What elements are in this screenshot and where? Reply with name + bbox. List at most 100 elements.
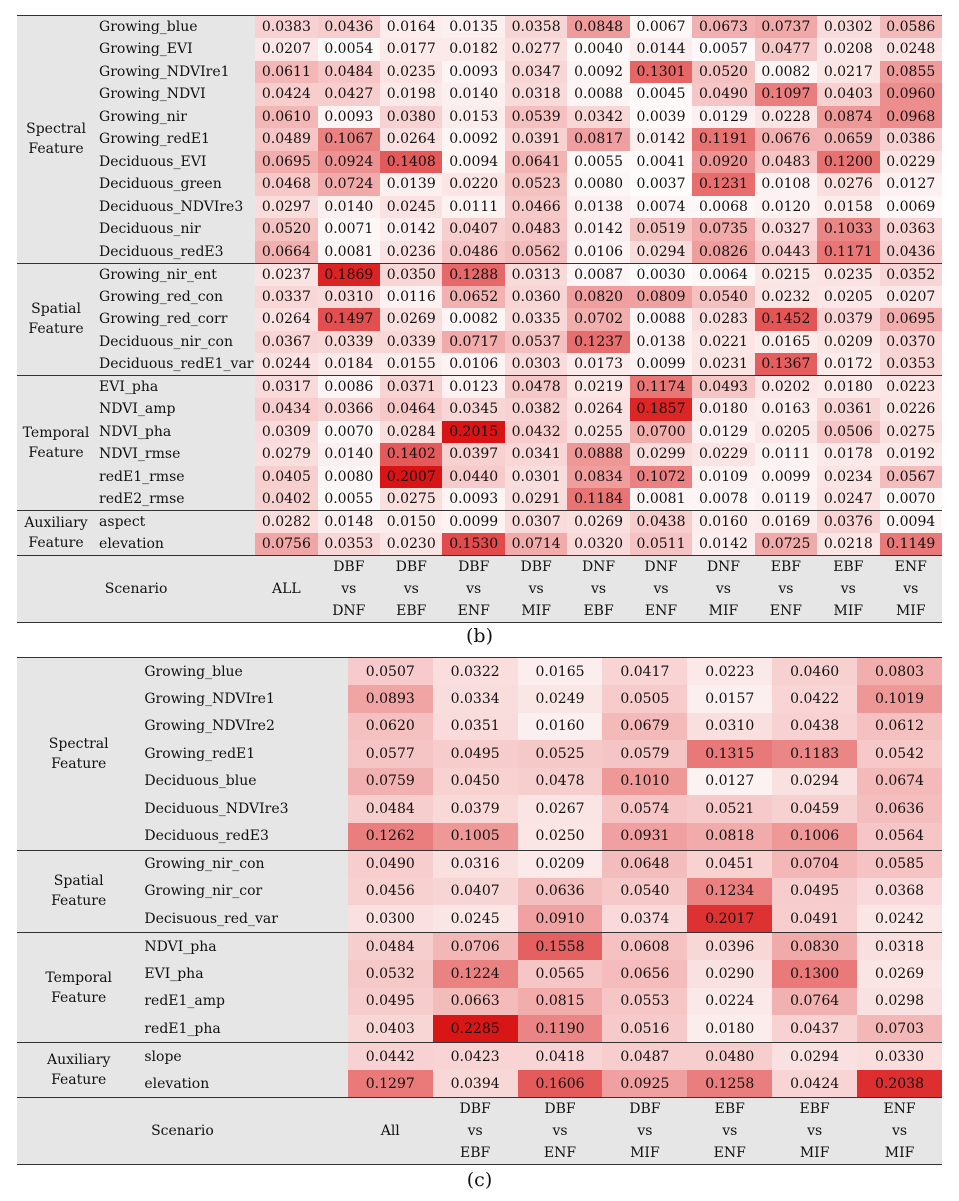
heatmap-cell: 0.0495: [772, 877, 858, 905]
heatmap-cell: 0.0127: [687, 767, 773, 795]
heatmap-cell: 0.0418: [517, 1042, 603, 1070]
heatmap-cell: 0.0081: [317, 240, 381, 263]
table-row: Growing_nir_cor 0.0456 0.0407 0.0636 0.0540 0…: [17, 877, 942, 905]
heatmap-cell: 0.0342: [567, 105, 630, 128]
heatmap-cell: 0.0310: [317, 285, 381, 308]
heatmap-cell: 0.0436: [879, 240, 942, 263]
heatmap-cell: 0.0155: [380, 353, 443, 376]
heatmap-cell: 0.1171: [817, 240, 880, 263]
feature-label: Deciduous_EVI: [95, 150, 256, 173]
heatmap-cell: 0.2015: [442, 420, 505, 443]
heatmap-cell: 0.0423: [432, 1042, 518, 1070]
heatmap-cell: 0.0438: [772, 712, 858, 740]
heatmap-cell: 0.0456: [347, 877, 433, 905]
heatmap-cell: 0.0080: [317, 465, 381, 488]
heatmap-cell: 0.0577: [347, 740, 433, 768]
heatmap-cell: 0.0830: [772, 932, 858, 960]
heatmap-cell: 0.0180: [817, 375, 880, 398]
heatmap-cell: 0.0078: [692, 488, 755, 511]
heatmap-cell: 0.0106: [567, 240, 630, 263]
heatmap-cell: 0.0491: [772, 905, 858, 933]
heatmap-cell: 0.0432: [504, 420, 568, 443]
scenario-word: DBF: [459, 1101, 491, 1117]
heatmap-table-c: Spectral Feature Growing_blue 0.0507 0.0322 0…: [17, 657, 942, 1165]
heatmap-cell: 0.0520: [255, 218, 318, 241]
heatmap-cell: 0.0893: [347, 685, 433, 713]
heatmap-cell: 0.0092: [442, 128, 505, 151]
heatmap-cell: 0.0219: [567, 375, 630, 398]
heatmap-cell: 0.1869: [317, 262, 381, 286]
heatmap-cell: 0.1530: [442, 533, 505, 556]
heatmap-cell: 0.0483: [754, 150, 818, 173]
heatmap-cell: 0.0215: [754, 262, 818, 286]
table-row: Deciduous_NDVIre3 0.0297 0.0140 0.0245 0.011…: [17, 195, 942, 218]
scenario-word: EBF: [460, 1145, 491, 1161]
table-row: EVI_pha 0.0532 0.1224 0.0565 0.0656 0.0290 0.1…: [17, 960, 942, 988]
heatmap-cell: 0.0663: [432, 987, 518, 1015]
table-row: elevation 0.1297 0.0394 0.1606 0.0925 0.1258 0…: [17, 1070, 942, 1098]
scenario-word: ENF: [543, 1145, 577, 1161]
heatmap-cell: 0.0442: [347, 1042, 433, 1070]
scenario-word: vs: [903, 581, 919, 597]
heatmap-cell: 0.0438: [629, 510, 693, 533]
heatmap-cell: 0.0437: [772, 1015, 858, 1043]
heatmap-cell: 0.0232: [754, 285, 818, 308]
heatmap-cell: 0.0636: [857, 795, 942, 823]
heatmap-cell: 0.0142: [567, 218, 630, 241]
heatmap-cell: 0.0172: [817, 353, 880, 376]
heatmap-cell: 0.0521: [687, 795, 773, 823]
heatmap-cell: 0.0424: [255, 83, 318, 106]
heatmap-cell: 0.0339: [317, 330, 381, 353]
heatmap-cell: 0.0184: [317, 353, 381, 376]
heatmap-cell: 0.0165: [517, 657, 603, 685]
scenario-word: DNF: [644, 559, 678, 575]
heatmap-cell: 0.0815: [517, 987, 603, 1015]
group-label-word: Spectral: [48, 735, 109, 752]
caption-paren: ): [484, 1169, 493, 1191]
heatmap-cell: 0.1315: [687, 740, 773, 768]
heatmap-cell: 0.0756: [255, 533, 318, 556]
table-row: Growing_NDVIre2 0.0620 0.0351 0.0160 0.0679 0…: [17, 712, 942, 740]
heatmap-grid: Spectral Feature Growing_blue 0.0507 0.0322 0…: [17, 657, 942, 1165]
heatmap-cell: 0.0294: [629, 240, 693, 263]
scenario-word: DBF: [520, 559, 552, 575]
heatmap-cell: 0.0477: [754, 38, 818, 61]
heatmap-cell: 0.0714: [504, 533, 568, 556]
panel-caption-b: (b): [0, 624, 959, 648]
scenario-header: DNF vs ENF: [629, 555, 693, 623]
heatmap-cell: 0.0180: [687, 1015, 773, 1043]
table-row: Spectral Feature Growing_blue 0.0507 0.0322 0…: [17, 657, 942, 850]
heatmap-cell: 0.0142: [692, 533, 755, 556]
heatmap-cell: 0.0874: [817, 105, 880, 128]
heatmap-cell: 0.0229: [879, 150, 942, 173]
heatmap-cell: 0.0920: [692, 150, 755, 173]
heatmap-cell: 0.0248: [879, 38, 942, 61]
scenario-word: EBF: [770, 559, 801, 575]
scenario-header: DBF vs MIF: [504, 555, 568, 623]
scenario-header: DBF vs ENF: [442, 555, 505, 623]
heatmap-cell: 0.0422: [772, 685, 858, 713]
heatmap-cell: 0.1297: [347, 1070, 433, 1098]
heatmap-cell: 0.1184: [567, 488, 630, 511]
heatmap-cell: 0.0205: [754, 420, 818, 443]
feature-label: redE1_amp: [140, 987, 348, 1015]
scenario-word: vs: [778, 581, 794, 597]
scenario-word: MIF: [895, 603, 926, 619]
feature-label: Growing_nir: [95, 105, 256, 128]
scenario-word: DBF: [544, 1101, 576, 1117]
heatmap-cell: 0.0366: [317, 398, 381, 421]
heatmap-cell: 0.0226: [879, 398, 942, 421]
heatmap-cell: 0.0737: [754, 15, 818, 38]
scenario-word: MIF: [884, 1145, 915, 1161]
heatmap-cell: 0.0236: [380, 240, 443, 263]
heatmap-cell: 0.0094: [442, 150, 505, 173]
heatmap-cell: 0.0298: [857, 987, 942, 1015]
feature-label: Deciduous_redE3: [95, 240, 256, 263]
heatmap-cell: 0.0925: [602, 1070, 688, 1098]
heatmap-cell: 0.1301: [629, 60, 693, 83]
scenario-header: EBF vs ENF: [754, 555, 818, 623]
feature-label: NDVI_pha: [140, 932, 348, 960]
heatmap-cell: 0.0659: [817, 128, 880, 151]
table-row: Spectral Feature Growing_blue 0.0383 0.0436 0…: [17, 15, 942, 263]
scenario-word: DBF: [629, 1101, 661, 1117]
